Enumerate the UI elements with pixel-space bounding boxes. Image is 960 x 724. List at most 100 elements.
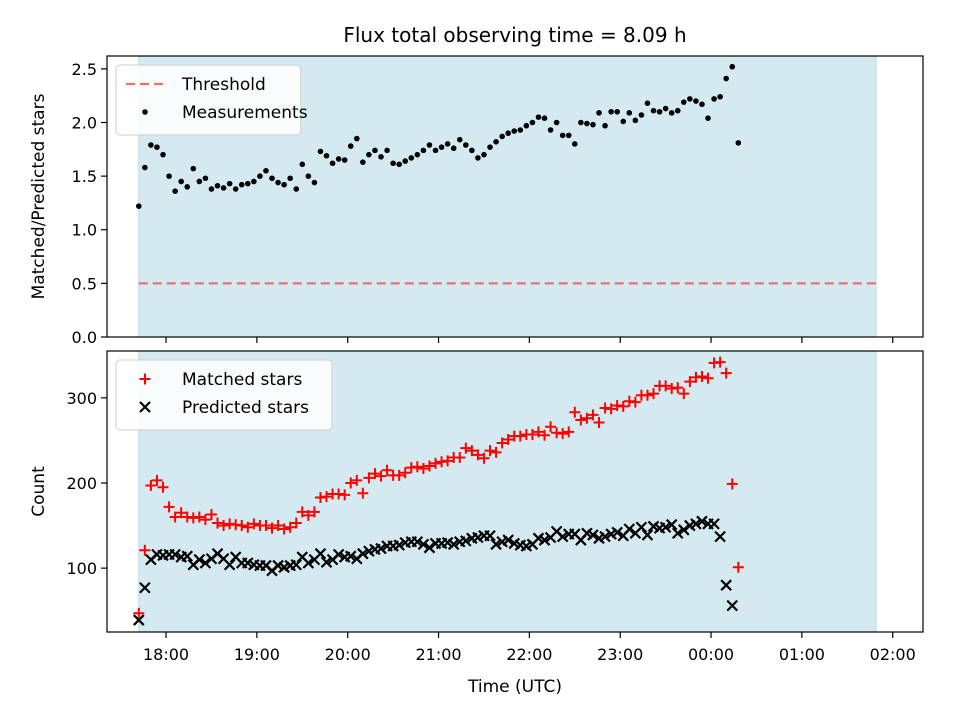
matched-stars-point [357, 487, 369, 499]
measurement-point [620, 118, 627, 125]
y-axis-label: Count [29, 466, 49, 517]
predicted-stars-point [623, 523, 636, 535]
measurement-point [602, 122, 608, 129]
predicted-stars-point [490, 538, 502, 551]
measurement-point [329, 160, 336, 167]
matched-stars-point [290, 517, 302, 529]
matched-stars-point [393, 469, 405, 481]
matched-stars-point [660, 380, 672, 392]
measurement-point [281, 181, 287, 188]
matched-stars-point [278, 523, 290, 535]
matched-stars-point [351, 474, 363, 486]
matched-stars-point [423, 460, 435, 472]
matched-stars-point [284, 521, 296, 533]
axes-frame [106, 350, 924, 633]
measurement-point [323, 152, 330, 159]
measurement-point [535, 114, 542, 120]
legend: Matched stars Predicted stars [115, 359, 333, 431]
matched-stars-point [381, 464, 393, 476]
measurement-point [693, 98, 699, 104]
legend-label: Threshold [181, 75, 266, 95]
series-measurements [135, 63, 742, 209]
predicted-stars-point [587, 529, 599, 541]
measurement-point [202, 175, 209, 182]
matched-stars-point [496, 437, 508, 449]
chart-title: Flux total observing time = 8.09 h [343, 23, 686, 47]
matched-stars-point [569, 406, 581, 418]
predicted-stars-point [193, 553, 206, 566]
matched-stars-point [363, 472, 375, 484]
measurement-point [553, 119, 560, 126]
measurement-point [360, 159, 366, 165]
y-tick-label: 0.0 [72, 328, 97, 347]
measurement-point [717, 93, 723, 100]
predicted-stars-point [181, 550, 194, 562]
matched-stars-point [399, 467, 411, 479]
y-axis-label: Matched/Predicted stars [29, 93, 49, 299]
predicted-stars-point [357, 547, 369, 560]
measurement-point [541, 115, 548, 122]
predicted-stars-point [223, 558, 236, 571]
matched-stars-point [672, 382, 684, 394]
measurement-point [578, 119, 584, 126]
matched-stars-point [266, 522, 278, 534]
matched-stars-point [145, 480, 157, 492]
predicted-stars-point [484, 530, 496, 542]
measurement-point [590, 121, 596, 128]
legend-label: Matched stars [182, 370, 302, 390]
measurement-point [263, 167, 269, 174]
x-axis-label: Time (UTC) [467, 677, 562, 697]
predicted-stars-point [635, 521, 648, 534]
measurement-point [450, 145, 457, 152]
series-predicted-stars [133, 515, 739, 626]
matched-stars-point [375, 470, 387, 482]
predicted-stars-point [447, 538, 460, 551]
measurement-point [190, 165, 197, 172]
measurement-point [632, 117, 639, 124]
measurement-point [517, 127, 524, 133]
measurement-point [511, 128, 518, 134]
measurement-point [311, 179, 318, 186]
measurement-point [487, 144, 493, 150]
matched-stars-point [205, 508, 217, 520]
predicted-stars-point [290, 558, 303, 571]
matched-stars-point [726, 478, 738, 490]
measurement-point [396, 161, 402, 168]
measurement-point [426, 142, 433, 148]
matched-stars-point [302, 509, 314, 521]
measurement-point [674, 107, 681, 114]
measurement-point [390, 160, 396, 167]
matched-stars-point [648, 388, 660, 400]
measurement-point [559, 132, 566, 139]
x-tick-label: 01:00 [779, 645, 825, 664]
matched-stars-point [454, 451, 466, 463]
measurement-point [275, 179, 281, 186]
measurement-point [687, 96, 693, 102]
measurement-point [257, 173, 263, 179]
y-tick-label: 2.5 [72, 60, 97, 79]
predicted-stars-point [665, 518, 678, 531]
matched-stars-point [260, 520, 272, 532]
ratio-panel: 0.0 0.5 1.0 1.5 2.0 2.5 Matched/Predicted star… [29, 55, 924, 347]
measurement-point [135, 203, 142, 209]
y-tick-label: 1.0 [72, 221, 97, 240]
matched-stars-point [236, 520, 248, 532]
measurement-point [493, 139, 499, 145]
measurement-point [353, 135, 360, 142]
matched-stars-point [532, 426, 544, 438]
measurement-point [335, 156, 342, 162]
measurement-point [420, 147, 427, 154]
measurement-point [481, 151, 487, 158]
matched-stars-point [702, 372, 714, 384]
measurement-point [384, 147, 390, 154]
matched-stars-point [151, 474, 163, 486]
measurement-point [287, 175, 293, 182]
measurement-point [317, 148, 324, 155]
measurement-point [184, 184, 191, 190]
measurement-point [456, 136, 463, 143]
measurement-point [699, 101, 705, 108]
matched-stars-point [629, 396, 641, 408]
matched-stars-point [563, 426, 575, 438]
